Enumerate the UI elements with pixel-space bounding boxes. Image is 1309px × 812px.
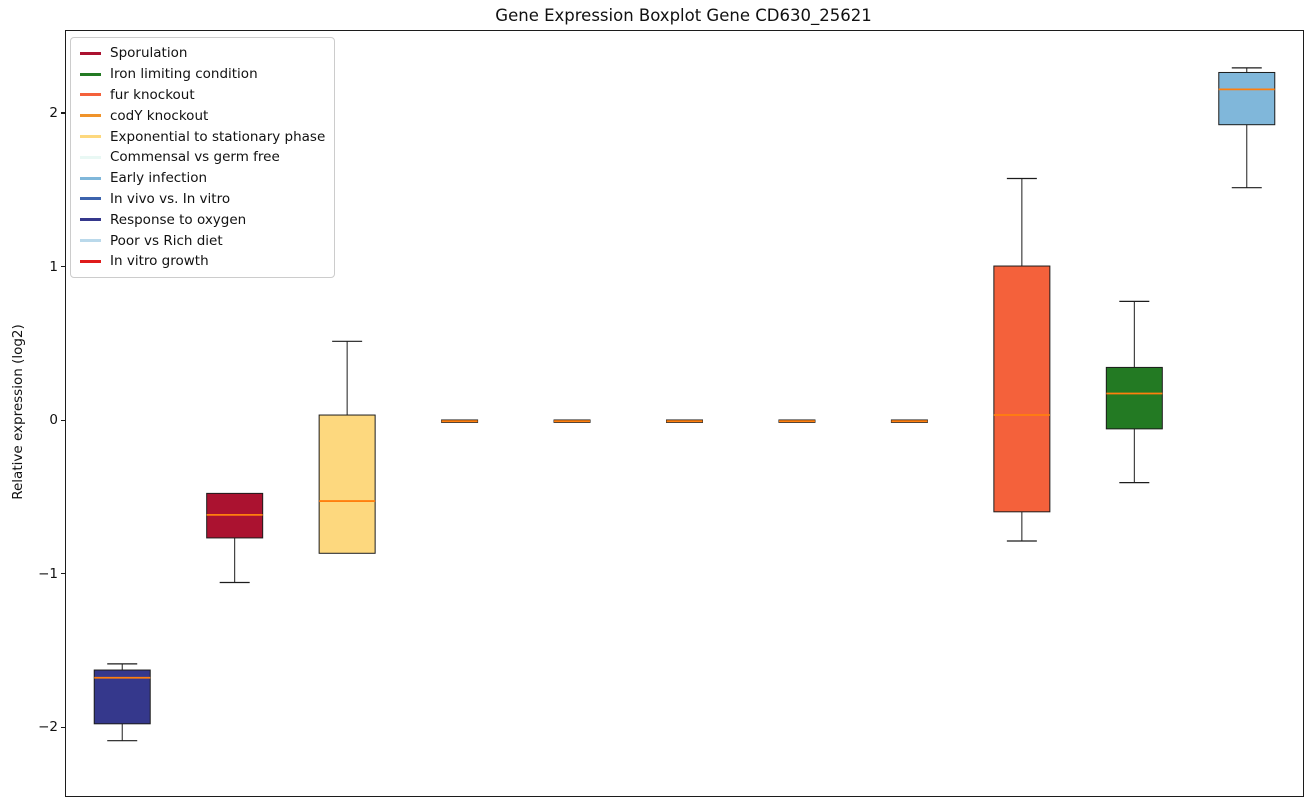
legend-item-label: In vivo vs. In vitro — [110, 190, 231, 207]
legend-item-in-vivo-vs-in-vitro: In vivo vs. In vitro — [80, 189, 325, 210]
legend-swatch-icon — [80, 155, 101, 159]
legend-item-early-infection: Early infection — [80, 168, 325, 189]
legend-swatch-icon — [80, 135, 101, 139]
legend-item-response-to-oxygen: Response to oxygen — [80, 209, 325, 230]
legend: Sporulation Iron limiting condition fur kn… — [70, 37, 336, 278]
y-tick-label: 1 — [49, 258, 58, 275]
legend-swatch-icon — [80, 259, 101, 263]
y-tick-label: −2 — [38, 719, 58, 736]
legend-item-iron-limiting-condition: Iron limiting condition — [80, 64, 325, 85]
boxplot-in-vivo-vs-in-vitro — [666, 419, 703, 423]
legend-swatch-icon — [80, 114, 101, 118]
legend-swatch-icon — [80, 176, 101, 180]
legend-item-label: Early infection — [110, 170, 208, 187]
legend-item-in-vitro-growth: In vitro growth — [80, 251, 325, 272]
legend-swatch-icon — [80, 93, 101, 97]
legend-item-label: In vitro growth — [110, 253, 209, 270]
y-tick-label: 0 — [49, 412, 58, 429]
legend-item-label: Exponential to stationary phase — [110, 128, 326, 145]
boxplot-commensal-vs-germ-free — [553, 419, 591, 423]
boxplot-poor-vs-rich-diet — [778, 419, 816, 423]
y-tick-label: −1 — [38, 565, 58, 582]
legend-swatch-icon — [80, 51, 101, 55]
legend-item-exponential-to-stationary-phase: Exponential to stationary phase — [80, 126, 325, 147]
y-tick-mark — [61, 573, 65, 575]
legend-item-commensal-vs-germ-free: Commensal vs germ free — [80, 147, 325, 168]
y-tick-mark — [61, 726, 65, 729]
y-tick-mark — [61, 112, 65, 114]
y-tick-mark — [61, 266, 65, 268]
legend-item-fur-knockout: fur knockout — [80, 85, 325, 106]
boxplot-exponential-to-stationary-phase — [318, 340, 376, 554]
legend-item-label: codY knockout — [110, 107, 209, 124]
legend-swatch-icon — [80, 218, 101, 222]
legend-item-label: Sporulation — [110, 45, 188, 62]
boxplot-svg — [93, 67, 1276, 742]
boxplot-cody-knockout — [441, 419, 479, 423]
boxplot-in-vitro-growth — [890, 419, 928, 423]
legend-item-label: fur knockout — [110, 86, 195, 103]
boxplot-fur-knockout — [993, 177, 1051, 542]
chart-title: Gene Expression Boxplot Gene CD630_25621 — [495, 6, 872, 25]
legend-swatch-icon — [80, 197, 101, 201]
boxplot-early-infection — [1218, 67, 1276, 189]
legend-item-label: Poor vs Rich diet — [110, 232, 223, 249]
legend-item-sporulation: Sporulation — [80, 43, 325, 64]
legend-item-label: Iron limiting condition — [110, 66, 258, 83]
y-tick-mark — [61, 419, 65, 421]
legend-swatch-icon — [80, 239, 101, 243]
boxplot-response-to-oxygen — [93, 663, 151, 742]
boxplot-sporulation — [206, 492, 264, 584]
legend-item-cody-knockout: codY knockout — [80, 105, 325, 126]
legend-swatch-icon — [80, 72, 101, 76]
y-tick-label: 2 — [49, 104, 58, 121]
legend-item-label: Response to oxygen — [110, 211, 247, 228]
legend-item-label: Commensal vs germ free — [110, 149, 280, 166]
legend-item-poor-vs-rich-diet: Poor vs Rich diet — [80, 230, 325, 251]
boxplot-iron-limiting-condition — [1105, 300, 1163, 484]
